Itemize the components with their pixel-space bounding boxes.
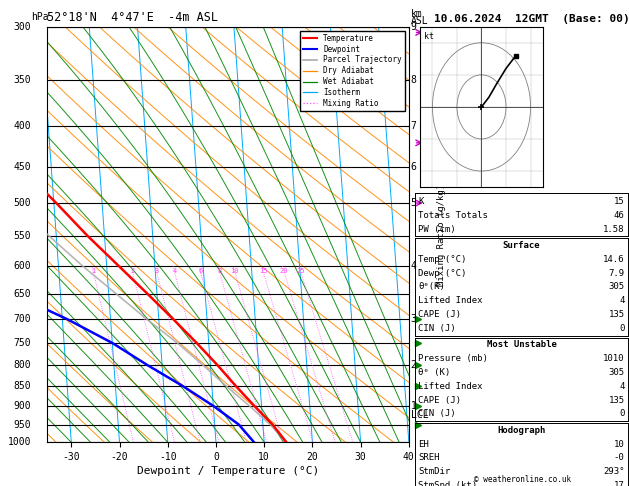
Text: 500: 500 — [13, 198, 31, 208]
Text: 20: 20 — [280, 268, 288, 274]
Text: 46: 46 — [614, 211, 625, 220]
Text: 1: 1 — [91, 268, 96, 274]
Text: 750: 750 — [13, 338, 31, 348]
Text: 7.9: 7.9 — [608, 268, 625, 278]
Text: Mixing Ratio (g/kg): Mixing Ratio (g/kg) — [437, 183, 446, 286]
Text: 10.06.2024  12GMT  (Base: 00): 10.06.2024 12GMT (Base: 00) — [433, 14, 629, 24]
Text: 17: 17 — [614, 481, 625, 486]
Text: StmDir: StmDir — [418, 468, 450, 476]
Text: 400: 400 — [13, 121, 31, 131]
Text: CIN (J): CIN (J) — [418, 410, 456, 418]
Text: Most Unstable: Most Unstable — [486, 340, 557, 349]
Text: 135: 135 — [608, 396, 625, 405]
Text: K: K — [418, 197, 424, 206]
Text: 550: 550 — [13, 231, 31, 241]
Text: 800: 800 — [13, 360, 31, 370]
Text: 9: 9 — [411, 22, 416, 32]
Text: 5: 5 — [411, 198, 416, 208]
Text: CAPE (J): CAPE (J) — [418, 310, 461, 319]
Text: Pressure (mb): Pressure (mb) — [418, 354, 488, 363]
Text: Totals Totals: Totals Totals — [418, 211, 488, 220]
Text: LCL: LCL — [411, 410, 428, 420]
Text: 3: 3 — [155, 268, 159, 274]
Text: SREH: SREH — [418, 453, 440, 463]
Text: 305: 305 — [608, 282, 625, 292]
Text: 305: 305 — [608, 368, 625, 377]
Text: Lifted Index: Lifted Index — [418, 296, 483, 305]
Text: Dewp (°C): Dewp (°C) — [418, 268, 467, 278]
Text: 350: 350 — [13, 75, 31, 85]
Text: CAPE (J): CAPE (J) — [418, 396, 461, 405]
Text: 450: 450 — [13, 162, 31, 172]
Text: 10: 10 — [614, 440, 625, 449]
Text: θᵉ(K): θᵉ(K) — [418, 282, 445, 292]
Text: 700: 700 — [13, 314, 31, 324]
Text: Lifted Index: Lifted Index — [418, 382, 483, 391]
Text: 600: 600 — [13, 261, 31, 271]
Text: 25: 25 — [296, 268, 304, 274]
Text: 2: 2 — [130, 268, 135, 274]
Text: 4: 4 — [619, 296, 625, 305]
Text: 0: 0 — [619, 324, 625, 333]
Text: Temp (°C): Temp (°C) — [418, 255, 467, 264]
Text: 6: 6 — [198, 268, 203, 274]
Text: 135: 135 — [608, 310, 625, 319]
Text: 6: 6 — [411, 162, 416, 172]
Legend: Temperature, Dewpoint, Parcel Trajectory, Dry Adiabat, Wet Adiabat, Isotherm, Mi: Temperature, Dewpoint, Parcel Trajectory… — [301, 31, 405, 111]
Text: 950: 950 — [13, 419, 31, 430]
Text: θᵉ (K): θᵉ (K) — [418, 368, 450, 377]
Text: 293°: 293° — [603, 468, 625, 476]
Text: kt: kt — [424, 32, 434, 40]
Text: 14.6: 14.6 — [603, 255, 625, 264]
Text: 1.58: 1.58 — [603, 225, 625, 234]
Text: 1000: 1000 — [8, 437, 31, 447]
Text: 10: 10 — [230, 268, 239, 274]
Text: 8: 8 — [411, 75, 416, 85]
Text: CIN (J): CIN (J) — [418, 324, 456, 333]
Text: 8: 8 — [217, 268, 221, 274]
Text: 900: 900 — [13, 401, 31, 411]
Text: 15: 15 — [259, 268, 267, 274]
Text: © weatheronline.co.uk: © weatheronline.co.uk — [474, 474, 571, 484]
Text: 3: 3 — [411, 314, 416, 324]
Text: Hodograph: Hodograph — [498, 426, 545, 435]
Text: Surface: Surface — [503, 241, 540, 250]
Text: 300: 300 — [13, 22, 31, 32]
Text: -0: -0 — [614, 453, 625, 463]
Text: 2: 2 — [411, 360, 416, 370]
Text: ASL: ASL — [411, 16, 428, 26]
Text: StmSpd (kt): StmSpd (kt) — [418, 481, 477, 486]
Text: 4: 4 — [619, 382, 625, 391]
Text: 1010: 1010 — [603, 354, 625, 363]
Text: 650: 650 — [13, 289, 31, 298]
Text: 1: 1 — [411, 401, 416, 411]
Text: 850: 850 — [13, 381, 31, 391]
Text: 52°18'N  4°47'E  -4m ASL: 52°18'N 4°47'E -4m ASL — [47, 11, 218, 24]
Text: hPa: hPa — [31, 12, 48, 22]
Text: EH: EH — [418, 440, 429, 449]
Text: km: km — [411, 9, 423, 19]
Text: PW (cm): PW (cm) — [418, 225, 456, 234]
Text: 4: 4 — [411, 261, 416, 271]
Text: 7: 7 — [411, 121, 416, 131]
X-axis label: Dewpoint / Temperature (°C): Dewpoint / Temperature (°C) — [137, 466, 319, 476]
Text: 0: 0 — [619, 410, 625, 418]
Text: 15: 15 — [614, 197, 625, 206]
Text: 4: 4 — [172, 268, 177, 274]
